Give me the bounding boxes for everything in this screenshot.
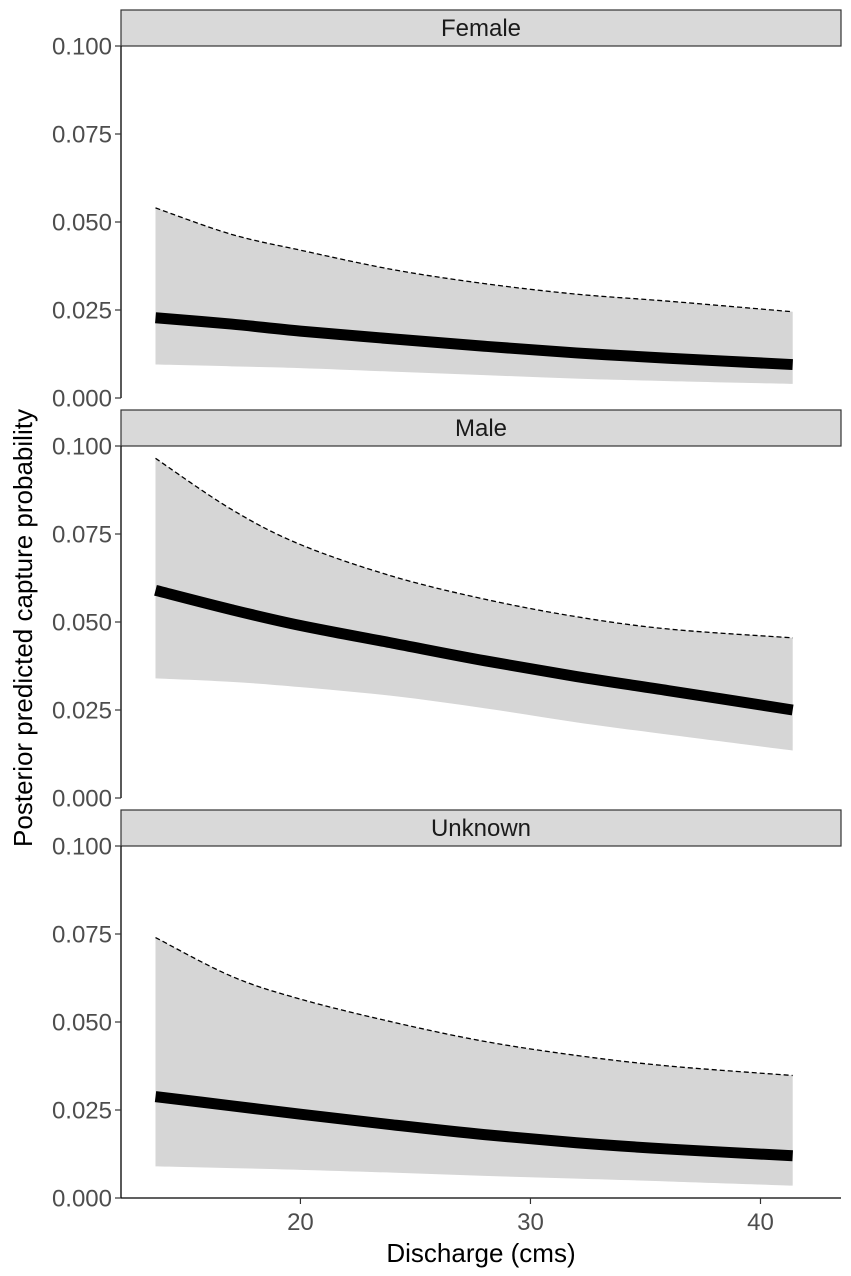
- strip-female: [120, 9, 842, 47]
- strip-label-unknown: Unknown: [431, 815, 531, 842]
- median-line-male: [154, 584, 794, 716]
- y-tick-label-male-3: 0.075: [52, 522, 112, 549]
- y-tick-label-unknown-1: 0.025: [52, 1098, 112, 1125]
- strip-label-female: Female: [441, 15, 521, 42]
- y-tick-label-female-0: 0.000: [52, 386, 112, 413]
- y-tick-label-male-0: 0.000: [52, 786, 112, 813]
- credible-ribbon-unknown: [155, 937, 793, 1186]
- y-tick-label-male-4: 0.100: [52, 434, 112, 461]
- x-axis-title: Discharge (cms): [386, 1238, 575, 1268]
- panel-unknown: Unknown 0.000 0.025 0.050 0.075 0.100: [52, 809, 842, 1213]
- upper-bound-line-unknown: [155, 936, 793, 1077]
- panel-male: Male 0.000 0.025 0.050 0.075 0.100: [52, 409, 842, 813]
- upper-bound-line-male: [155, 457, 793, 639]
- y-tick-label-unknown-0: 0.000: [52, 1186, 112, 1213]
- x-tick-label-0: 20: [287, 1209, 314, 1236]
- y-tick-label-female-4: 0.100: [52, 34, 112, 61]
- strip-label-male: Male: [455, 415, 507, 442]
- y-tick-label-unknown-3: 0.075: [52, 922, 112, 949]
- y-tick-label-unknown-4: 0.100: [52, 834, 112, 861]
- y-tick-label-female-3: 0.075: [52, 122, 112, 149]
- x-tick-label-2: 40: [747, 1209, 774, 1236]
- y-tick-label-male-1: 0.025: [52, 698, 112, 725]
- y-tick-label-unknown-2: 0.050: [52, 1010, 112, 1037]
- strip-male: [120, 409, 842, 447]
- strip-unknown: [120, 809, 842, 847]
- median-line-unknown: [154, 1091, 793, 1162]
- y-tick-label-female-2: 0.050: [52, 210, 112, 237]
- median-line-female: [155, 312, 793, 371]
- y-axis-title: Posterior predicted capture probability: [8, 409, 38, 847]
- y-tick-label-female-1: 0.025: [52, 298, 112, 325]
- x-tick-label-1: 30: [517, 1209, 544, 1236]
- credible-ribbon-female: [155, 207, 793, 384]
- x-axis: 20 30 40: [121, 1197, 841, 1236]
- upper-bound-line-female: [155, 207, 793, 313]
- y-tick-label-male-2: 0.050: [52, 610, 112, 637]
- panel-female: Female 0.000 0.025 0.050 0.075 0.100: [52, 9, 842, 413]
- credible-ribbon-male: [155, 458, 793, 751]
- facet-panels: Female 0.000 0.025 0.050 0.075 0.100 Male 0.000…: [52, 9, 842, 1213]
